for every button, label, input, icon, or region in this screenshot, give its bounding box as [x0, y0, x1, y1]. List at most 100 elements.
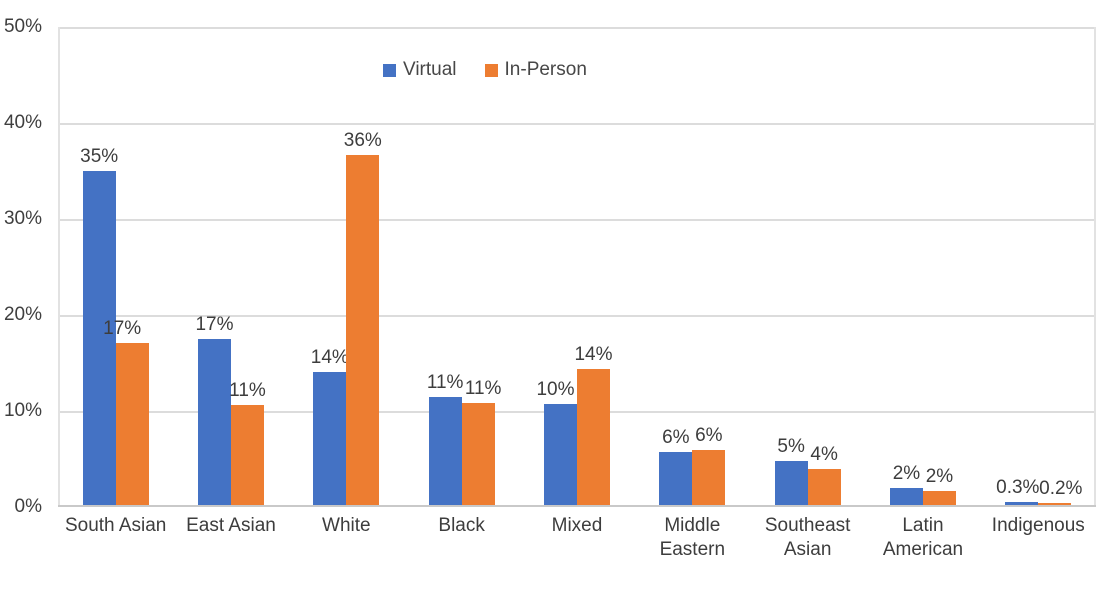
gridline [58, 219, 1096, 221]
x-axis-label-line: Southeast [764, 515, 851, 536]
x-axis-label-line: South Asian [64, 515, 167, 536]
x-axis-label-line: East Asian [186, 515, 276, 536]
bar-pair: 14% 36% [311, 130, 382, 505]
bar-in-person-latin-american [922, 491, 956, 505]
bar-column: 2% [889, 463, 923, 505]
x-axis-label-line: American [882, 539, 964, 560]
legend-item-in-person: In-Person [484, 59, 587, 81]
bar-value-label: 10% [536, 379, 575, 400]
bar-value-label: 0.2% [1039, 478, 1083, 499]
bar-column: 14% [574, 344, 612, 505]
bar-column: 17% [103, 318, 149, 505]
bar-virtual-east-asian [197, 339, 231, 505]
x-axis-label-south-asian: South Asian [58, 514, 173, 562]
y-axis: 0% 10% 20% 30% 40% 50% [0, 16, 44, 517]
x-axis-label-line: Indigenous [991, 515, 1085, 536]
bar-pair: 11% 11% [427, 372, 501, 505]
bar-virtual-indigenous [1005, 502, 1039, 505]
bar-value-label: 11% [464, 378, 502, 399]
bar-pair: 10% 14% [536, 344, 612, 505]
bar-value-label: 11% [426, 372, 464, 393]
y-axis-tick: 10% [3, 400, 42, 421]
x-axis-label-white: White [289, 514, 404, 562]
bar-column: 11% [461, 378, 501, 505]
virtual-swatch-icon [383, 63, 396, 77]
bar-pair: 5% 4% [774, 436, 841, 505]
bar-column: 0.3% [996, 477, 1039, 505]
bar-in-person-southeast-asian [807, 469, 841, 505]
x-axis-label-latin-american: Latin American [865, 514, 980, 562]
bar-group-latin-american: 2% 2% [865, 27, 980, 507]
bar-group-white: 14% 36% [289, 27, 404, 507]
bar-group-black: 11% 11% [404, 27, 519, 507]
bar-value-label: 17% [195, 314, 234, 335]
bar-pair: 35% 17% [80, 146, 149, 505]
gridline [58, 27, 1096, 29]
bar-group-indigenous: 0.3% 0.2% [981, 27, 1096, 507]
legend-label-in-person: In-Person [504, 59, 587, 80]
bar-in-person-south-asian [115, 343, 149, 505]
bar-virtual-black [428, 397, 462, 505]
y-axis-tick: 40% [3, 112, 42, 133]
bar-column: 4% [807, 444, 841, 505]
x-axis-label-line: Eastern [659, 539, 726, 560]
bar-in-person-east-asian [230, 405, 264, 505]
y-axis-tick: 50% [3, 16, 42, 37]
x-axis-label-middle-eastern: Middle Eastern [635, 514, 750, 562]
bar-value-label: 14% [310, 347, 349, 368]
bar-virtual-southeast-asian [774, 461, 808, 505]
bar-pair: 17% 11% [195, 314, 266, 505]
bar-column: 10% [536, 379, 577, 505]
plot-border-left [58, 27, 60, 507]
bar-column: 11% [229, 380, 266, 505]
bar-virtual-latin-american [889, 488, 923, 505]
bar-column: 5% [774, 436, 808, 505]
y-axis-tick: 30% [3, 208, 42, 229]
x-axis-label-line: Middle [664, 515, 721, 536]
legend-label-virtual: Virtual [403, 59, 457, 80]
x-axis-line [58, 505, 1096, 507]
x-axis-label-line: Mixed [551, 515, 603, 536]
bar-virtual-middle-eastern [659, 452, 693, 505]
y-axis-tick: 20% [3, 304, 42, 325]
bar-value-label: 17% [103, 318, 142, 339]
bar-column: 11% [427, 372, 463, 505]
bar-pair: 6% 6% [659, 425, 726, 505]
bar-in-person-indigenous [1038, 503, 1072, 505]
x-axis: South Asian East Asian White Black Mixed Midd… [58, 514, 1096, 562]
y-axis-tick: 0% [14, 496, 42, 517]
x-axis-label-line: White [322, 515, 371, 536]
bar-value-label: 11% [229, 380, 266, 401]
bar-column: 2% [922, 466, 956, 505]
x-axis-label-east-asian: East Asian [173, 514, 288, 562]
x-axis-label-line: Latin [902, 515, 944, 536]
bar-column: 14% [311, 347, 349, 505]
x-axis-label-black: Black [404, 514, 519, 562]
bar-column: 0.2% [1038, 478, 1082, 505]
bar-in-person-white [346, 155, 380, 505]
gridline [58, 123, 1096, 125]
bar-virtual-mixed [543, 404, 577, 505]
bar-pair: 0.3% 0.2% [996, 477, 1082, 505]
bar-group-east-asian: 17% 11% [173, 27, 288, 507]
bar-group-south-asian: 35% 17% [58, 27, 173, 507]
bar-value-label: 14% [574, 344, 613, 365]
bar-in-person-mixed [576, 369, 610, 505]
bar-in-person-black [461, 403, 495, 505]
x-axis-label-indigenous: Indigenous [981, 514, 1096, 562]
x-axis-label-line: Black [438, 515, 485, 536]
plot-border-right [1094, 27, 1096, 507]
bar-value-label: 2% [892, 463, 921, 484]
legend-item-virtual: Virtual [383, 59, 457, 81]
bar-virtual-south-asian [82, 171, 116, 505]
bar-value-label: 2% [925, 466, 954, 487]
bar-value-label: 4% [810, 444, 838, 465]
bar-value-label: 0.3% [996, 477, 1040, 498]
bar-value-label: 6% [695, 425, 723, 446]
bar-column: 36% [344, 130, 382, 505]
bar-group-mixed: 10% 14% [519, 27, 634, 507]
bar-pair: 2% 2% [889, 463, 956, 505]
bar-value-label: 36% [343, 130, 382, 151]
bar-column: 6% [659, 427, 693, 505]
